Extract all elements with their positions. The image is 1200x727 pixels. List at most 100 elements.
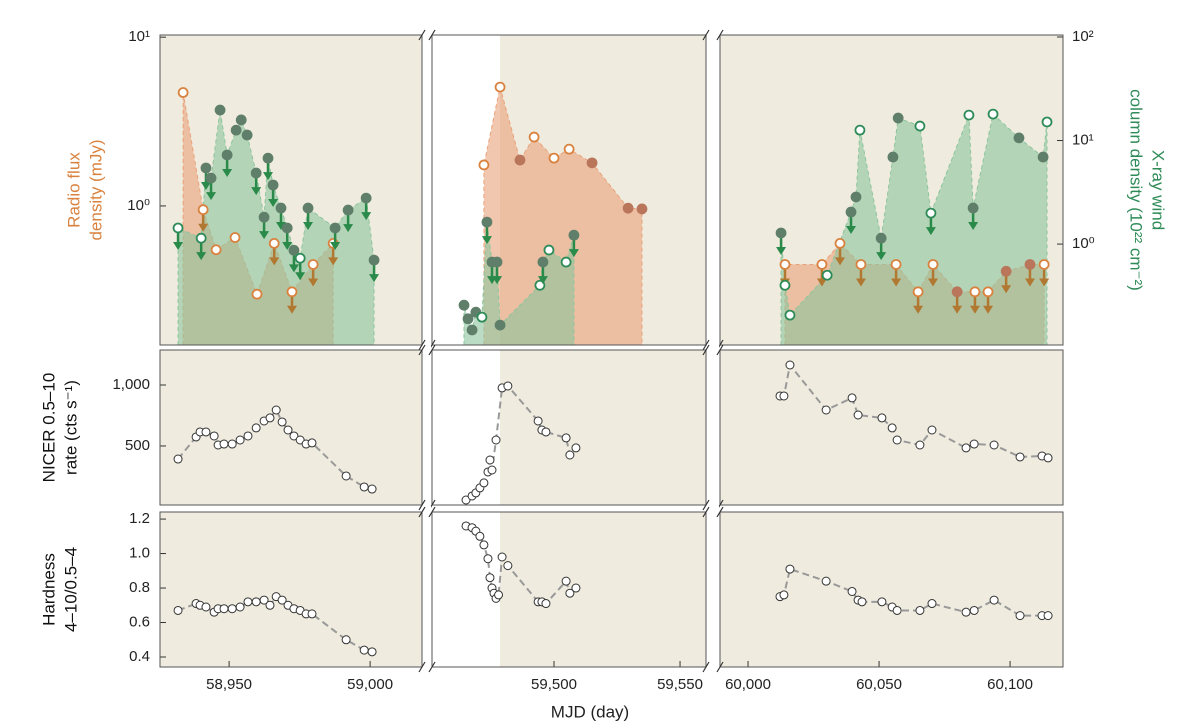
point	[533, 416, 543, 426]
upper-limit-arrowhead	[481, 236, 492, 245]
point	[541, 427, 551, 437]
upper-limit-arrowhead	[952, 305, 963, 314]
upper-limit-arrowhead	[303, 222, 314, 231]
y-tick-label: 1.0	[129, 545, 150, 562]
y-axis-label: rate (cts s⁻¹)	[61, 380, 80, 475]
point	[229, 232, 241, 243]
point	[961, 443, 971, 453]
point	[915, 605, 925, 615]
point	[251, 597, 261, 607]
panel-frame	[431, 511, 707, 668]
point	[491, 256, 503, 268]
break-gap	[423, 499, 431, 511]
point	[779, 259, 791, 270]
point	[302, 202, 314, 214]
point	[543, 244, 555, 256]
upper-limit-arrowhead	[259, 231, 270, 240]
y-tick-label: 1.2	[129, 510, 150, 527]
point	[491, 435, 501, 445]
point	[887, 423, 897, 433]
point	[785, 360, 795, 370]
point	[816, 259, 828, 270]
point	[565, 588, 575, 598]
break-mark	[428, 506, 436, 518]
point	[458, 299, 470, 311]
point	[951, 286, 963, 298]
point	[243, 597, 253, 607]
point	[821, 269, 833, 281]
break-mark	[702, 344, 710, 356]
point	[201, 602, 211, 612]
point	[927, 259, 939, 270]
point	[251, 423, 261, 433]
point	[779, 391, 789, 401]
point	[483, 554, 493, 564]
upper-limit-arrowhead	[846, 226, 857, 235]
point	[967, 202, 979, 214]
point	[265, 600, 275, 610]
point	[560, 256, 572, 268]
point	[1043, 453, 1053, 463]
break-mark	[418, 661, 426, 673]
point	[277, 417, 287, 427]
point	[259, 595, 269, 605]
point	[1043, 611, 1053, 621]
point	[479, 478, 489, 488]
upper-limit-arrowhead	[1024, 278, 1035, 287]
break-mark	[418, 344, 426, 356]
point	[503, 381, 513, 391]
break-gap	[423, 506, 431, 518]
point	[892, 112, 904, 124]
point	[235, 602, 245, 612]
point	[268, 237, 280, 249]
y-axis-label: Hardness	[39, 553, 58, 626]
point	[541, 599, 551, 609]
point	[568, 229, 580, 241]
panel-background	[720, 512, 1063, 667]
point	[887, 151, 899, 163]
point	[563, 143, 575, 155]
point	[250, 167, 262, 179]
point	[342, 204, 354, 216]
point	[561, 433, 571, 443]
point	[267, 179, 279, 191]
point	[969, 286, 981, 298]
point	[1015, 611, 1025, 621]
upper-limit-arrowhead	[330, 241, 341, 250]
point	[925, 207, 937, 219]
point	[1013, 132, 1025, 144]
point	[927, 425, 937, 435]
point	[877, 597, 887, 607]
y-tick-label: 0.8	[129, 579, 150, 596]
point	[209, 431, 219, 441]
point	[307, 609, 317, 619]
point	[779, 590, 789, 600]
upper-limit-arrowhead	[275, 222, 286, 231]
point	[586, 157, 598, 169]
point	[275, 202, 287, 214]
upper-limit-arrowhead	[891, 278, 902, 287]
point	[875, 232, 887, 244]
point	[367, 484, 377, 494]
upper-limit-arrowhead	[1039, 278, 1050, 287]
point	[857, 597, 867, 607]
point	[961, 607, 971, 617]
point	[892, 435, 902, 445]
upper-limit-arrowhead	[876, 252, 887, 261]
point	[775, 227, 787, 239]
point	[286, 286, 298, 298]
point	[821, 576, 831, 586]
break-gap	[423, 344, 431, 356]
break-gap	[707, 29, 719, 41]
point	[534, 279, 546, 291]
point	[622, 202, 634, 214]
upper-limit-arrowhead	[568, 249, 579, 258]
upper-limit-arrowhead	[776, 246, 787, 255]
break-mark	[702, 29, 710, 41]
point	[969, 439, 979, 449]
point	[987, 108, 999, 120]
point	[294, 252, 306, 264]
point	[982, 286, 994, 298]
